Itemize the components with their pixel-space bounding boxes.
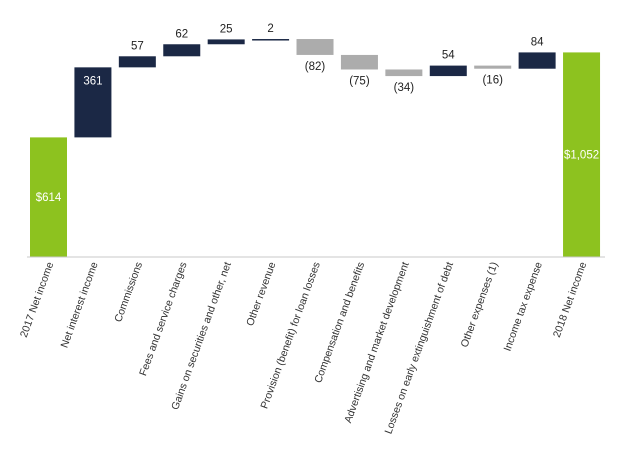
data-label-6: 2	[267, 23, 273, 35]
data-label-12: 84	[531, 36, 544, 48]
bar-2	[74, 67, 112, 138]
bar-11	[474, 65, 512, 69]
data-label-8: (75)	[349, 75, 370, 87]
category-label-3: Commissions	[112, 260, 145, 323]
data-label-4: 62	[175, 28, 188, 40]
bar-7	[296, 39, 334, 55]
data-label-13: $1,052	[564, 149, 599, 161]
bar-8	[340, 54, 378, 70]
bar-9	[385, 69, 423, 77]
bar-5	[207, 39, 245, 45]
category-label-1: 2017 Net income	[18, 260, 56, 339]
data-label-5: 25	[220, 23, 233, 35]
bar-1	[30, 137, 67, 257]
bar-6	[252, 39, 290, 41]
data-label-10: 54	[442, 50, 455, 62]
category-label-8: Compensation and benefits	[312, 260, 367, 384]
data-label-1: $614	[36, 192, 62, 204]
bar-4	[163, 44, 201, 57]
data-label-7: (82)	[305, 61, 326, 73]
bar-12	[518, 52, 556, 69]
category-label-6: Other revenue	[244, 260, 278, 327]
category-label-4: Fees and service charges	[137, 260, 189, 377]
bar-3	[118, 56, 156, 68]
data-label-2: 361	[83, 75, 102, 87]
category-label-11: Other expenses (1)	[458, 260, 500, 349]
bar-10	[429, 65, 467, 77]
data-label-11: (16)	[482, 75, 503, 87]
category-label-12: Income tax expense	[502, 260, 545, 353]
category-label-13: 2018 Net income	[551, 260, 589, 339]
category-label-2: Net interest income	[59, 260, 101, 349]
data-label-3: 57	[131, 40, 144, 52]
data-label-9: (34)	[394, 82, 415, 94]
bar-13	[563, 52, 601, 257]
